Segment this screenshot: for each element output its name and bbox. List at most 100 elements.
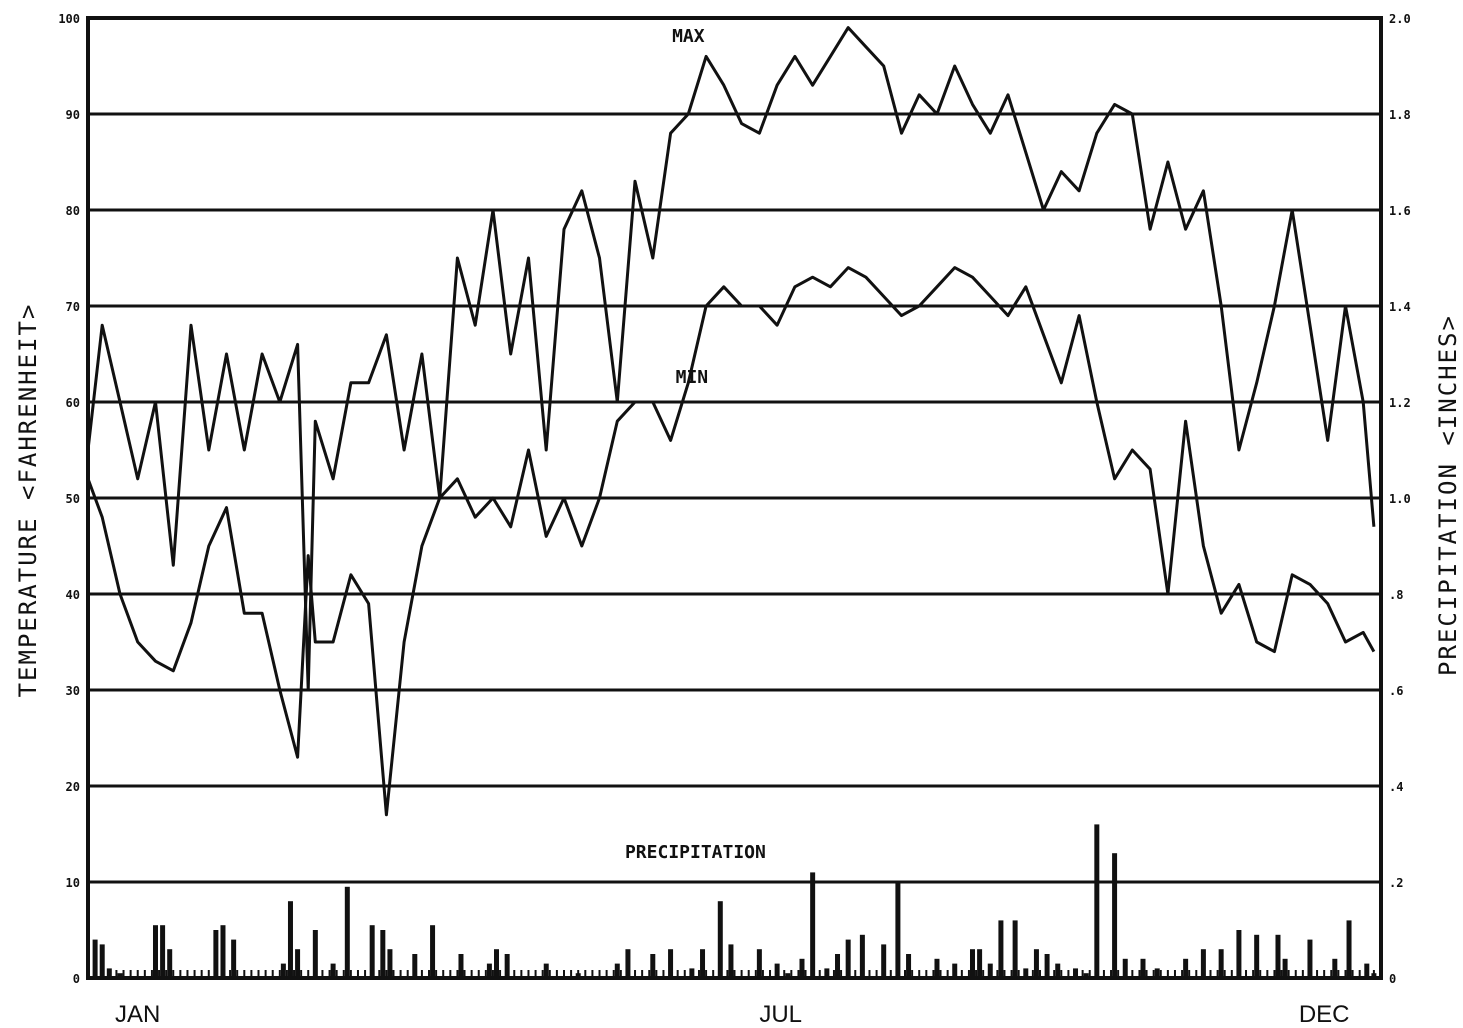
y-tick-label-right: 1.0	[1389, 492, 1411, 506]
precipitation-bar	[824, 968, 830, 978]
precipitation-bar	[859, 934, 865, 978]
precipitation-bar	[1183, 958, 1189, 978]
x-month-label: JUL	[759, 1001, 802, 1028]
y-tick-label-left: 60	[66, 396, 80, 410]
precipitation-bar	[774, 963, 780, 978]
precipitation-bar	[280, 963, 286, 978]
x-month-label: DEC	[1299, 1001, 1350, 1028]
precipitation-bar	[486, 963, 492, 978]
precipitation-bar	[1083, 973, 1089, 978]
temperature-lines	[86, 26, 1376, 817]
y-tick-label-right: 1.4	[1389, 300, 1411, 314]
precipitation-bar	[614, 963, 620, 978]
y-tick-label-right: .6	[1389, 684, 1403, 698]
precipitation-bar	[312, 930, 318, 978]
precipitation-bar	[1275, 934, 1281, 978]
precipitation-bar	[344, 886, 350, 978]
y-tick-label-left: 50	[66, 492, 80, 506]
precipitation-bar	[387, 949, 393, 978]
tick-labels: 100 2.090 1.880 1.670 1.460 1.250 1.040.830.62…	[58, 12, 1410, 1028]
x-month-label: JAN	[115, 1001, 160, 1028]
y-tick-label-right: .4	[1389, 780, 1403, 794]
precipitation-bar	[543, 963, 549, 978]
y-tick-label-left: 70	[66, 300, 80, 314]
precipitation-bar	[99, 944, 105, 978]
precipitation-bar	[330, 963, 336, 978]
y-tick-label-left: 100	[58, 12, 80, 26]
precipitation-bar	[575, 973, 581, 978]
precipitation-bar	[1112, 853, 1118, 978]
precipitation-bar	[152, 925, 158, 978]
precipitation-bar	[160, 925, 166, 978]
precipitation-bar	[117, 973, 123, 978]
precipitation-bar	[998, 920, 1004, 978]
precipitation-bar	[650, 954, 656, 978]
precipitation-bar	[412, 954, 418, 978]
precipitation-bar	[1371, 973, 1377, 978]
precipitation-bar	[835, 954, 841, 978]
precipitation-bar	[810, 872, 816, 978]
precipitation-bar	[295, 949, 301, 978]
precipitation-bar	[1154, 968, 1160, 978]
precipitation-bar	[1122, 958, 1128, 978]
precipitation-bar	[1023, 968, 1029, 978]
precipitation-bar	[728, 944, 734, 978]
y-tick-label-right: 1.6	[1389, 204, 1411, 218]
plot-frame	[86, 16, 1383, 980]
precipitation-bar	[785, 973, 791, 978]
y-axis-title-left: TEMPERATURE <FAHRENHEIT>	[14, 303, 42, 698]
precipitation-bar	[1012, 920, 1018, 978]
precipitation-bar	[369, 925, 375, 978]
precipitation-bar	[1044, 954, 1050, 978]
precipitation-bar	[106, 968, 112, 978]
y-axis-title-right: PRECIPITATION <INCHES>	[1434, 314, 1462, 676]
precipitation-bar	[1282, 958, 1288, 978]
precipitation-bar	[1033, 949, 1039, 978]
y-tick-label-right: 0	[1389, 972, 1396, 986]
precipitation-bar	[1218, 949, 1224, 978]
y-tick-label-left: 40	[66, 588, 80, 602]
precipitation-bar	[668, 949, 674, 978]
precipitation-bar	[717, 901, 723, 978]
precipitation-bar	[494, 949, 500, 978]
precipitation-bar	[881, 944, 887, 978]
y-tick-label-left: 80	[66, 204, 80, 218]
precipitation-bar	[977, 949, 983, 978]
precipitation-bar	[906, 954, 912, 978]
precipitation-bar	[1094, 824, 1100, 978]
grid-layer	[87, 16, 1382, 980]
y-tick-label-right: 1.8	[1389, 108, 1411, 122]
y-tick-label-left: 10	[66, 876, 80, 890]
precipitation-bars	[92, 824, 1377, 978]
y-tick-label-right: 1.2	[1389, 396, 1411, 410]
precipitation-bar	[380, 930, 386, 978]
precipitation-bar	[92, 939, 98, 978]
series-annotation: MAX	[672, 26, 705, 47]
precipitation-bar	[969, 949, 975, 978]
precipitation-bar	[458, 954, 464, 978]
precipitation-bar	[845, 939, 851, 978]
precipitation-bar	[1346, 920, 1352, 978]
series-annotation: MIN	[676, 367, 709, 388]
precipitation-bar	[1332, 958, 1338, 978]
y-tick-label-left: 0	[73, 972, 80, 986]
precipitation-bar	[1055, 963, 1061, 978]
precipitation-bar	[430, 925, 436, 978]
precipitation-bar	[1073, 968, 1079, 978]
precipitation-bar	[287, 901, 293, 978]
precipitation-bar	[700, 949, 706, 978]
precipitation-bar	[987, 963, 993, 978]
precipitation-bar	[952, 963, 958, 978]
precipitation-bar	[504, 954, 510, 978]
series-line-max	[86, 26, 1376, 692]
precipitation-bar	[231, 939, 237, 978]
series-line-min	[86, 266, 1376, 817]
precipitation-bar	[1254, 934, 1260, 978]
y-tick-label-left: 90	[66, 108, 80, 122]
precipitation-bar	[799, 958, 805, 978]
precipitation-bar	[213, 930, 219, 978]
precipitation-bar	[756, 949, 762, 978]
y-tick-label-left: 20	[66, 780, 80, 794]
